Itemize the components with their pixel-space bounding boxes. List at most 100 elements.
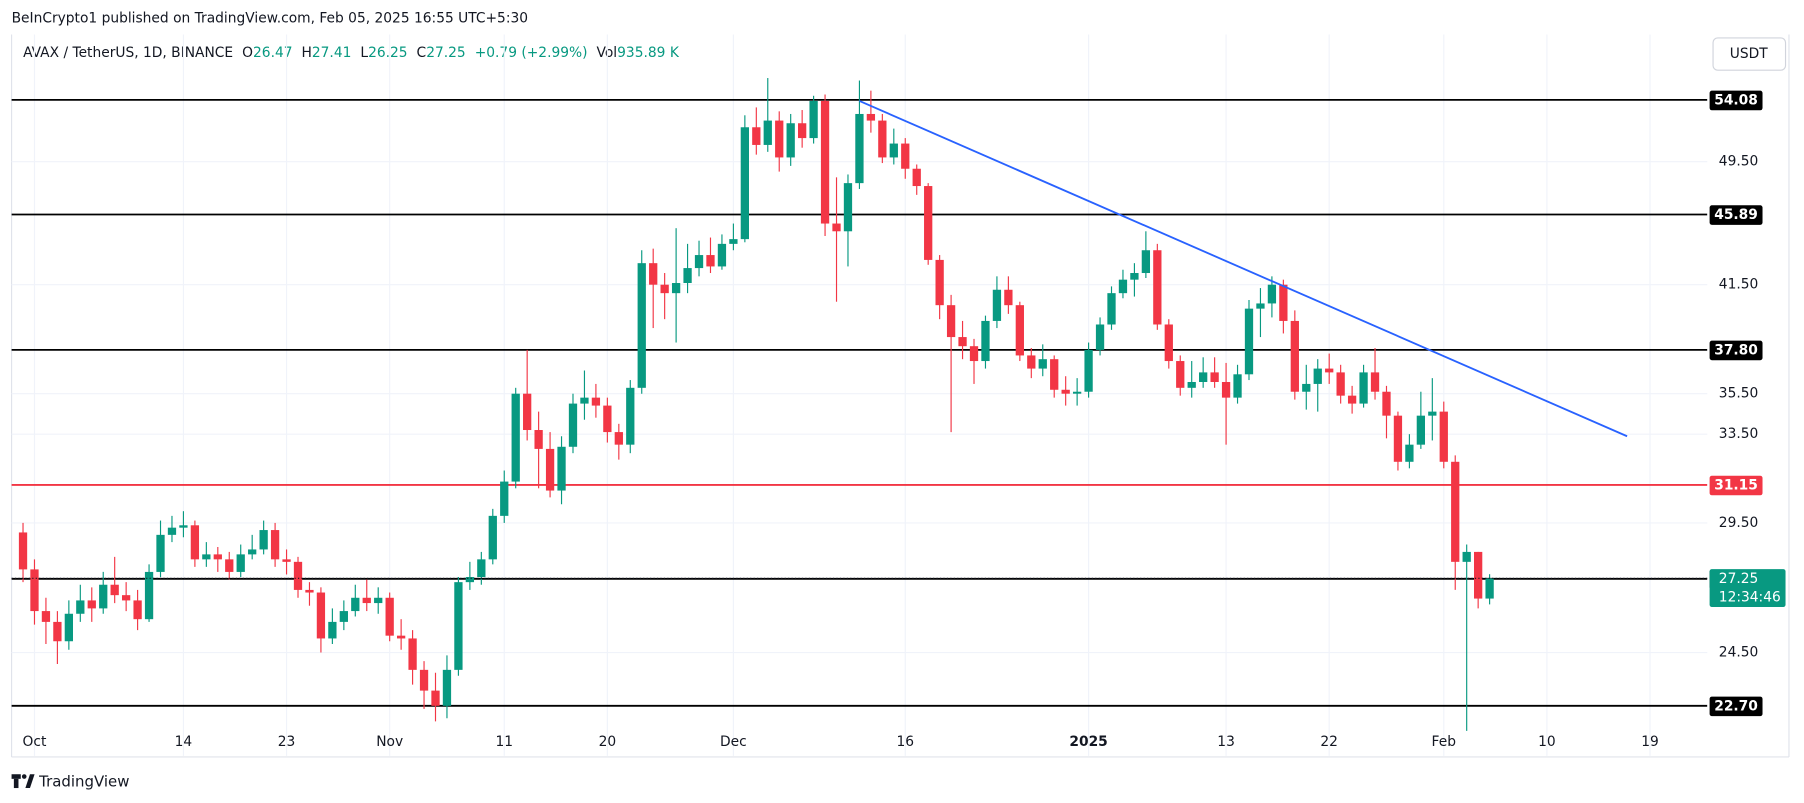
candle-body — [958, 337, 967, 347]
candle-body — [1428, 411, 1437, 416]
ohlc-value: 27.41 — [312, 45, 352, 61]
y-tick-label: 35.50 — [1719, 386, 1759, 402]
candle-body — [454, 582, 463, 670]
candle-body — [798, 123, 807, 139]
candle-body — [465, 577, 475, 583]
candle-body — [1244, 308, 1254, 375]
candle-body — [351, 597, 360, 612]
candle-body — [270, 530, 280, 560]
candle-body — [557, 446, 566, 491]
candle-body — [866, 113, 876, 121]
candle-body — [1474, 551, 1483, 599]
candle-body — [603, 405, 612, 433]
candle-body — [855, 113, 864, 184]
candle-body — [1290, 320, 1299, 392]
candle-body — [1451, 461, 1460, 562]
candle-body — [396, 635, 406, 639]
candle-body — [339, 611, 348, 622]
logo-part — [25, 774, 35, 789]
candle-body — [1130, 273, 1139, 280]
candle-body — [202, 554, 211, 560]
ohlc-value: 27.25 — [426, 45, 466, 61]
candle-body — [477, 559, 486, 578]
x-tick-label: 16 — [896, 734, 914, 750]
candle-body — [820, 100, 830, 224]
candle-body — [41, 611, 51, 622]
plot — [11, 78, 1708, 731]
x-tick-label: Nov — [376, 734, 403, 750]
y-tick-label: 33.50 — [1719, 426, 1759, 442]
candle-body — [190, 525, 200, 560]
candle-body — [76, 600, 85, 614]
currency-button[interactable] — [1712, 37, 1787, 71]
y-tick-label: 24.50 — [1719, 645, 1759, 661]
candle-body — [843, 183, 853, 232]
last-price-label: 27.25 — [1719, 571, 1759, 587]
candle-body — [649, 263, 658, 285]
candle-body — [316, 592, 326, 639]
candle-body — [374, 597, 383, 604]
candle-body — [1313, 368, 1322, 384]
candle-body — [694, 255, 704, 269]
y-tick-label: 41.50 — [1719, 277, 1759, 293]
candle-body — [706, 255, 715, 267]
candle-body — [946, 305, 956, 338]
candle-body — [1038, 359, 1047, 369]
level-label-box — [1709, 90, 1763, 111]
candle-body — [122, 595, 131, 601]
candle-body — [442, 669, 452, 706]
candle-body — [248, 549, 257, 555]
candle-body — [1084, 349, 1093, 392]
candle-body — [1164, 324, 1173, 362]
candle-body — [1336, 372, 1345, 396]
currency-label[interactable]: USDT — [1730, 46, 1768, 62]
candle-body — [545, 448, 555, 491]
candle-body — [110, 584, 119, 596]
candle-body — [259, 530, 268, 550]
candle-body — [511, 393, 520, 482]
candle-body — [282, 559, 291, 562]
candle-body — [912, 168, 921, 187]
published-line: BeInCrypto1 published on TradingView.com… — [12, 10, 528, 26]
candle-body — [1118, 279, 1128, 294]
candle-body — [64, 613, 73, 642]
candle-body — [305, 589, 314, 593]
countdown-label: 12:34:46 — [1719, 589, 1781, 605]
ohlc-key: L — [360, 45, 368, 61]
candle-body — [763, 120, 772, 145]
volume-value: 935.89 K — [617, 45, 680, 61]
footer-brand: TradingView — [38, 772, 129, 790]
candle-body — [1302, 383, 1311, 392]
ohlc-key: O — [242, 45, 253, 61]
candle-body — [144, 571, 154, 620]
candle-body — [53, 621, 62, 642]
candle-body — [1462, 551, 1471, 562]
level-label: 45.89 — [1714, 207, 1758, 223]
level-label-box — [1709, 340, 1763, 361]
candle-body — [293, 561, 303, 590]
candle-body — [832, 223, 841, 232]
candle-body — [1439, 411, 1448, 462]
candle-body — [660, 284, 669, 294]
level-label: 31.15 — [1714, 478, 1758, 494]
candle-body — [362, 597, 371, 604]
x-tick-label: 13 — [1217, 734, 1235, 750]
candle-body — [156, 534, 165, 572]
candle-body — [1061, 389, 1070, 394]
candle-body — [626, 387, 635, 445]
symbol: AVAX / TetherUS, 1D, BINANCE — [23, 45, 233, 61]
candle-body — [809, 100, 818, 139]
candle-body — [717, 243, 727, 267]
candle-body — [1141, 250, 1151, 274]
candle-body — [30, 569, 39, 612]
candle-body — [1256, 303, 1265, 309]
candle-body — [1382, 391, 1391, 416]
candle-body — [523, 393, 532, 431]
candle-body — [752, 127, 761, 145]
candle-body — [1233, 374, 1242, 398]
candle-body — [1176, 361, 1185, 388]
logo-part — [21, 774, 27, 779]
candle-body — [431, 690, 440, 706]
x-tick-label: 10 — [1538, 734, 1556, 750]
